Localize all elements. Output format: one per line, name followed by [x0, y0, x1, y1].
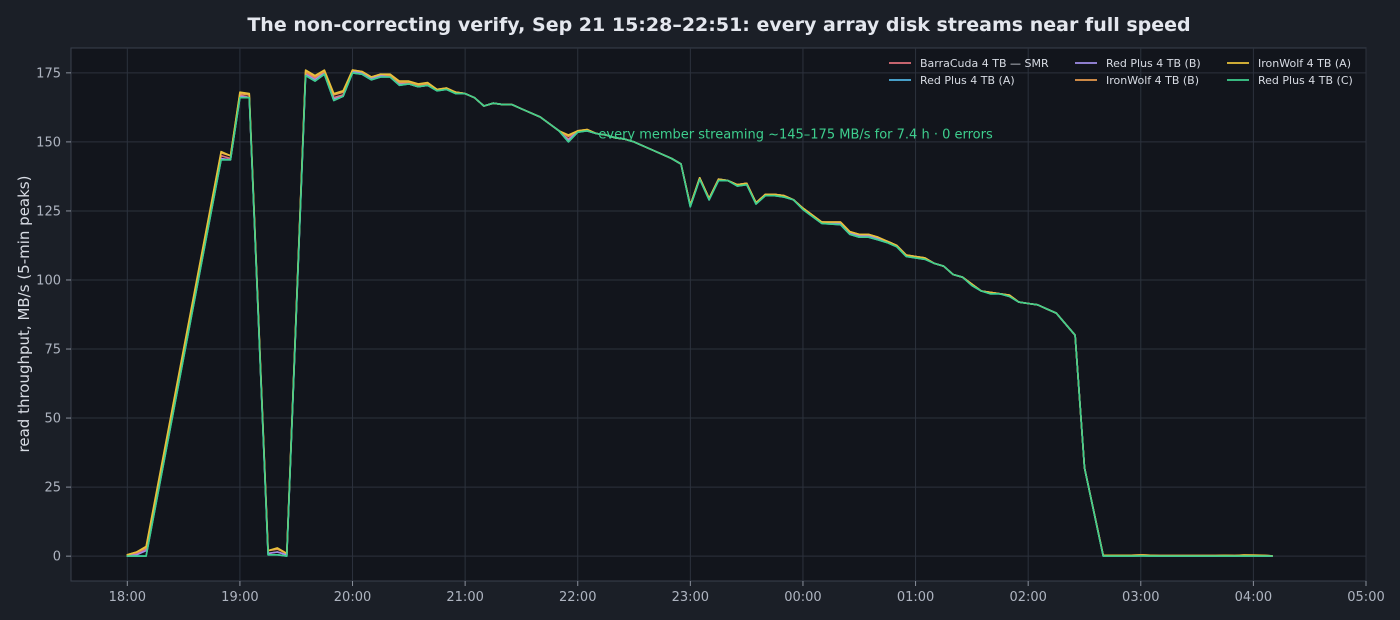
y-tick-label: 100	[36, 273, 61, 288]
x-tick-label: 19:00	[221, 590, 258, 605]
legend: BarraCuda 4 TB — SMR Red Plus 4 TB (A) Red…	[889, 57, 1353, 87]
legend-label: BarraCuda 4 TB — SMR	[920, 57, 1049, 70]
legend-label: IronWolf 4 TB (A)	[1258, 57, 1351, 70]
x-tick-label: 05:00	[1347, 590, 1384, 605]
x-tick-label: 18:00	[109, 590, 146, 605]
y-tick-label: 0	[53, 550, 61, 565]
x-tick-label: 20:00	[334, 590, 371, 605]
y-tick-label: 50	[44, 412, 61, 427]
x-tick-label: 22:00	[559, 590, 596, 605]
legend-label: IronWolf 4 TB (B)	[1106, 74, 1199, 87]
x-tick-label: 00:00	[784, 590, 821, 605]
x-tick-label: 01:00	[897, 590, 934, 605]
chart-title: The non-correcting verify, Sep 21 15:28–…	[247, 14, 1190, 36]
y-tick-label: 75	[44, 343, 61, 358]
y-tick-label: 150	[36, 135, 61, 150]
x-tick-label: 03:00	[1122, 590, 1159, 605]
y-tick-label: 25	[44, 481, 61, 496]
x-tick-label: 23:00	[672, 590, 709, 605]
legend-label: Red Plus 4 TB (C)	[1258, 74, 1353, 87]
plot-area	[70, 47, 1367, 582]
x-tick-label: 21:00	[446, 590, 483, 605]
x-tick-label: 02:00	[1009, 590, 1046, 605]
legend-label: Red Plus 4 TB (A)	[920, 74, 1015, 87]
series-lines	[126, 69, 1273, 557]
chart-annotation: every member streaming ~145–175 MB/s for…	[598, 128, 993, 143]
y-tick-label: 125	[36, 204, 61, 219]
legend-label: Red Plus 4 TB (B)	[1106, 57, 1201, 70]
y-axis-ticks: 0 25 50 75 100 125 150 175	[36, 66, 71, 565]
x-axis-ticks: 18:00 19:00 20:00 21:00 22:00 23:00 00:00 01:00…	[109, 581, 1385, 605]
y-axis-label: read throughput, MB/s (5-min peaks)	[15, 176, 33, 453]
series-line-5	[126, 72, 1273, 557]
x-tick-label: 04:00	[1235, 590, 1272, 605]
y-tick-label: 175	[36, 66, 61, 81]
